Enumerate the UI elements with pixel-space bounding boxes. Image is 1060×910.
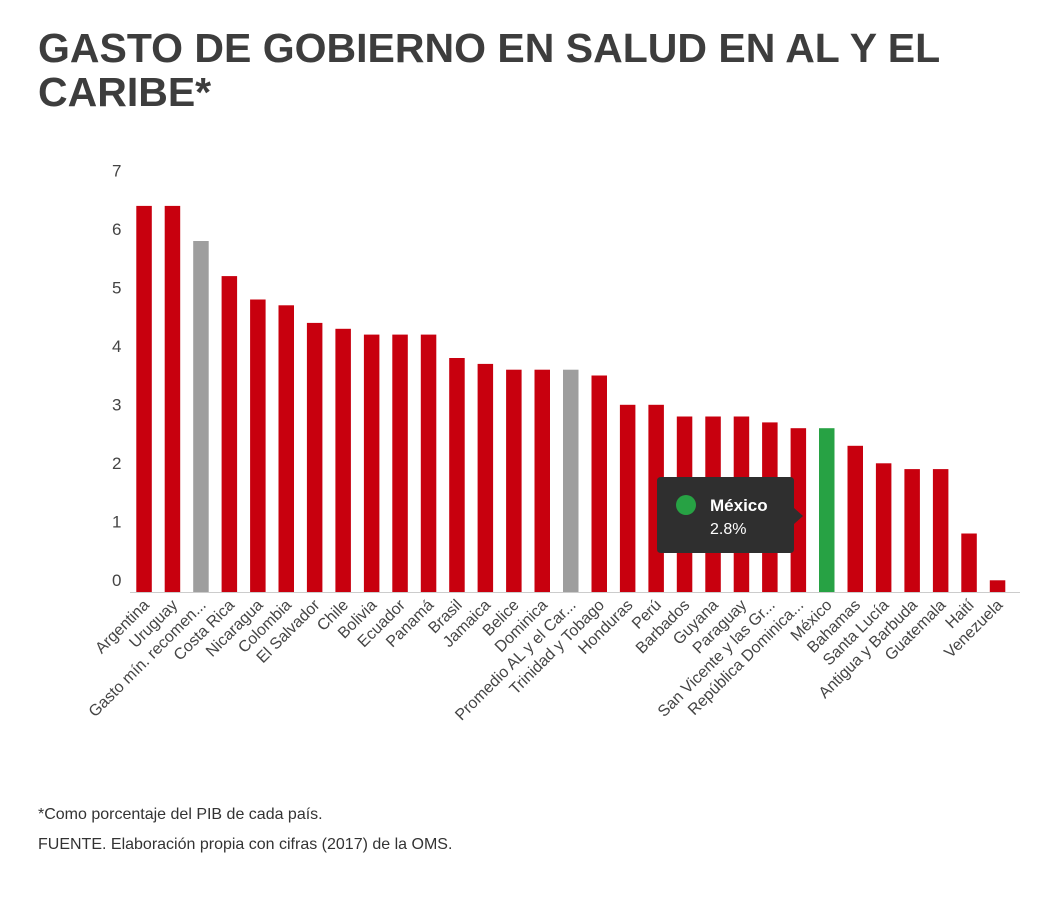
bar-11[interactable] — [420, 334, 437, 592]
bar-3[interactable] — [193, 241, 209, 592]
bar-8[interactable] — [335, 328, 351, 593]
bar-12[interactable] — [449, 358, 465, 592]
tooltip-value: 2.8% — [710, 521, 746, 538]
y-tick-label: 0 — [112, 571, 121, 590]
x-tick-label: Gasto mín. recomen... — [86, 597, 210, 721]
bar-4[interactable] — [221, 276, 238, 592]
y-tick-label: 4 — [112, 337, 121, 356]
bar-17[interactable] — [591, 375, 608, 593]
bar-30[interactable] — [961, 533, 977, 593]
bar-18[interactable] — [619, 404, 636, 592]
bar-25[interactable] — [819, 428, 835, 592]
bar-31[interactable] — [989, 580, 1006, 592]
tooltip: México 2.8% — [657, 477, 803, 553]
bar-16[interactable] — [563, 369, 579, 592]
bar-27[interactable] — [875, 463, 892, 592]
bar-29[interactable] — [932, 469, 949, 592]
y-tick-label: 1 — [112, 513, 121, 532]
bar-15[interactable] — [534, 369, 551, 592]
bar-24[interactable] — [790, 428, 807, 592]
y-tick-label: 7 — [112, 162, 121, 181]
bar-2[interactable] — [164, 205, 181, 592]
tooltip-country: México — [710, 496, 768, 515]
bars-group — [136, 205, 1006, 593]
bar-6[interactable] — [278, 305, 295, 592]
bar-14[interactable] — [506, 369, 522, 592]
footnote: *Como porcentaje del PIB de cada país. — [38, 806, 323, 823]
bar-9[interactable] — [363, 334, 380, 592]
y-axis: 0 1 2 3 4 5 6 7 — [112, 162, 121, 591]
bar-26[interactable] — [847, 445, 864, 593]
bar-1[interactable] — [136, 205, 152, 592]
bar-13[interactable] — [477, 363, 494, 593]
tooltip-series-dot — [676, 495, 696, 515]
tooltip-box — [657, 477, 803, 553]
y-tick-label: 6 — [112, 220, 121, 239]
bar-5[interactable] — [250, 299, 266, 593]
bar-7[interactable] — [306, 322, 323, 592]
y-tick-label: 3 — [112, 396, 121, 415]
chart-title: GASTO DE GOBIERNO EN SALUD EN AL Y EL CA… — [38, 25, 940, 115]
bar-10[interactable] — [392, 334, 408, 592]
source-note: FUENTE. Elaboración propia con cifras (2… — [38, 836, 453, 853]
y-tick-label: 2 — [112, 454, 121, 473]
bar-28[interactable] — [904, 469, 920, 592]
y-tick-label: 5 — [112, 279, 121, 298]
